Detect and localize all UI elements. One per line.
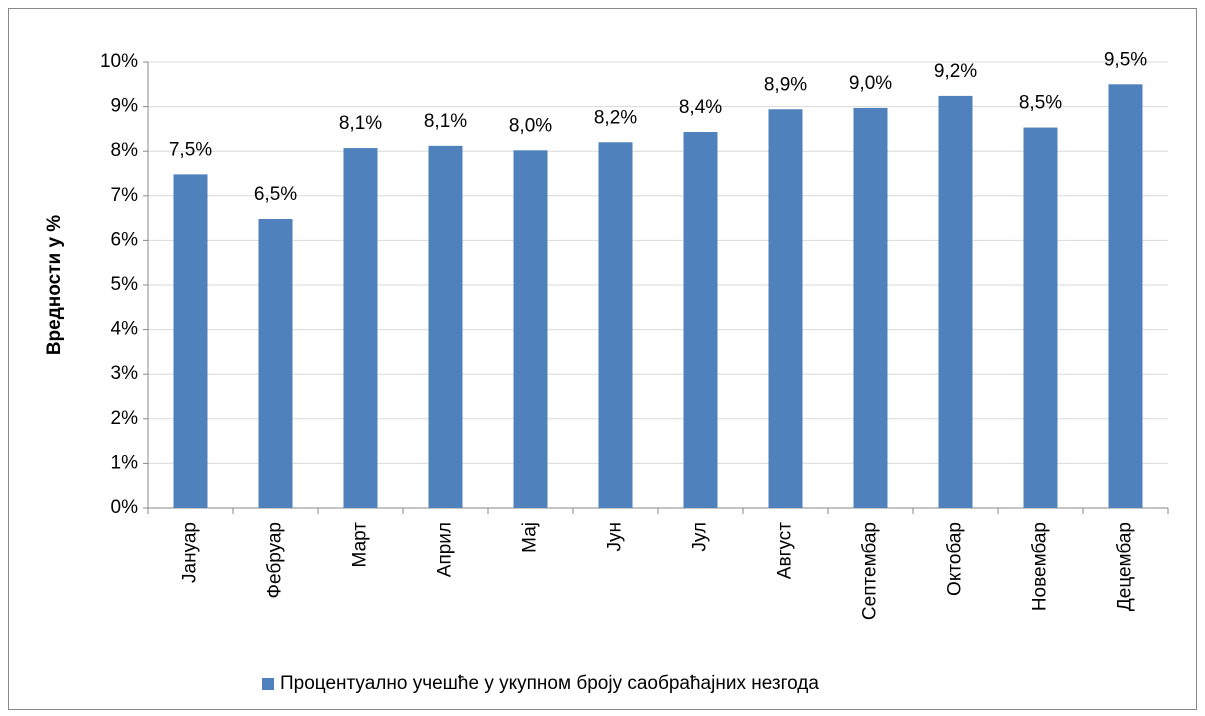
bar	[258, 218, 293, 508]
value-label: 9,5%	[1104, 49, 1147, 70]
y-tick-label: 10%	[100, 51, 138, 72]
y-tick-label: 6%	[111, 229, 139, 250]
value-label: 8,1%	[339, 113, 382, 134]
y-tick-label: 3%	[111, 363, 139, 384]
y-tick-label: 7%	[111, 185, 139, 206]
y-tick-label: 0%	[111, 497, 139, 518]
x-tick-label: Мај	[520, 522, 541, 553]
value-label: 8,4%	[679, 97, 722, 118]
bar	[343, 148, 378, 508]
bar	[768, 109, 803, 508]
bar	[1108, 84, 1143, 509]
x-tick-label: Август	[775, 522, 796, 579]
bar	[173, 174, 208, 508]
y-axis-label: Вредности у %	[44, 215, 65, 355]
legend-swatch	[262, 678, 274, 690]
x-tick-label: Јануар	[180, 522, 201, 583]
y-tick-label: 9%	[111, 96, 139, 117]
y-tick-label: 4%	[111, 319, 139, 340]
x-tick-label: Новембар	[1030, 522, 1051, 611]
value-label: 8,5%	[1019, 93, 1062, 114]
bar	[683, 132, 718, 508]
x-tick-label: Октобар	[945, 522, 966, 596]
x-tick-label: Децембар	[1115, 522, 1136, 611]
x-tick-label: Септембар	[860, 522, 881, 620]
value-label: 8,1%	[424, 111, 467, 132]
value-label: 8,0%	[509, 115, 552, 136]
bar	[513, 150, 548, 509]
value-label: 7,5%	[169, 139, 212, 160]
value-label: 8,2%	[594, 107, 637, 128]
value-label: 9,0%	[849, 73, 892, 94]
x-tick-label: Фебруар	[265, 522, 286, 598]
x-tick-label: Јун	[605, 522, 626, 552]
bar	[428, 145, 463, 508]
value-label: 9,2%	[934, 61, 977, 82]
x-tick-label: Јул	[690, 522, 711, 552]
legend-label: Процентуално учешће у укупном броју саоб…	[280, 673, 819, 694]
y-tick-label: 1%	[111, 452, 139, 473]
value-label: 8,9%	[764, 74, 807, 95]
x-tick-label: Март	[350, 522, 371, 568]
bar	[1023, 127, 1058, 508]
y-tick-label: 8%	[111, 140, 139, 161]
y-tick-label: 2%	[111, 408, 139, 429]
y-tick-label: 5%	[111, 274, 139, 295]
bar	[853, 107, 888, 509]
value-label: 6,5%	[254, 184, 297, 205]
bar	[938, 95, 973, 508]
bar	[598, 142, 633, 508]
x-tick-label: Април	[435, 522, 456, 577]
